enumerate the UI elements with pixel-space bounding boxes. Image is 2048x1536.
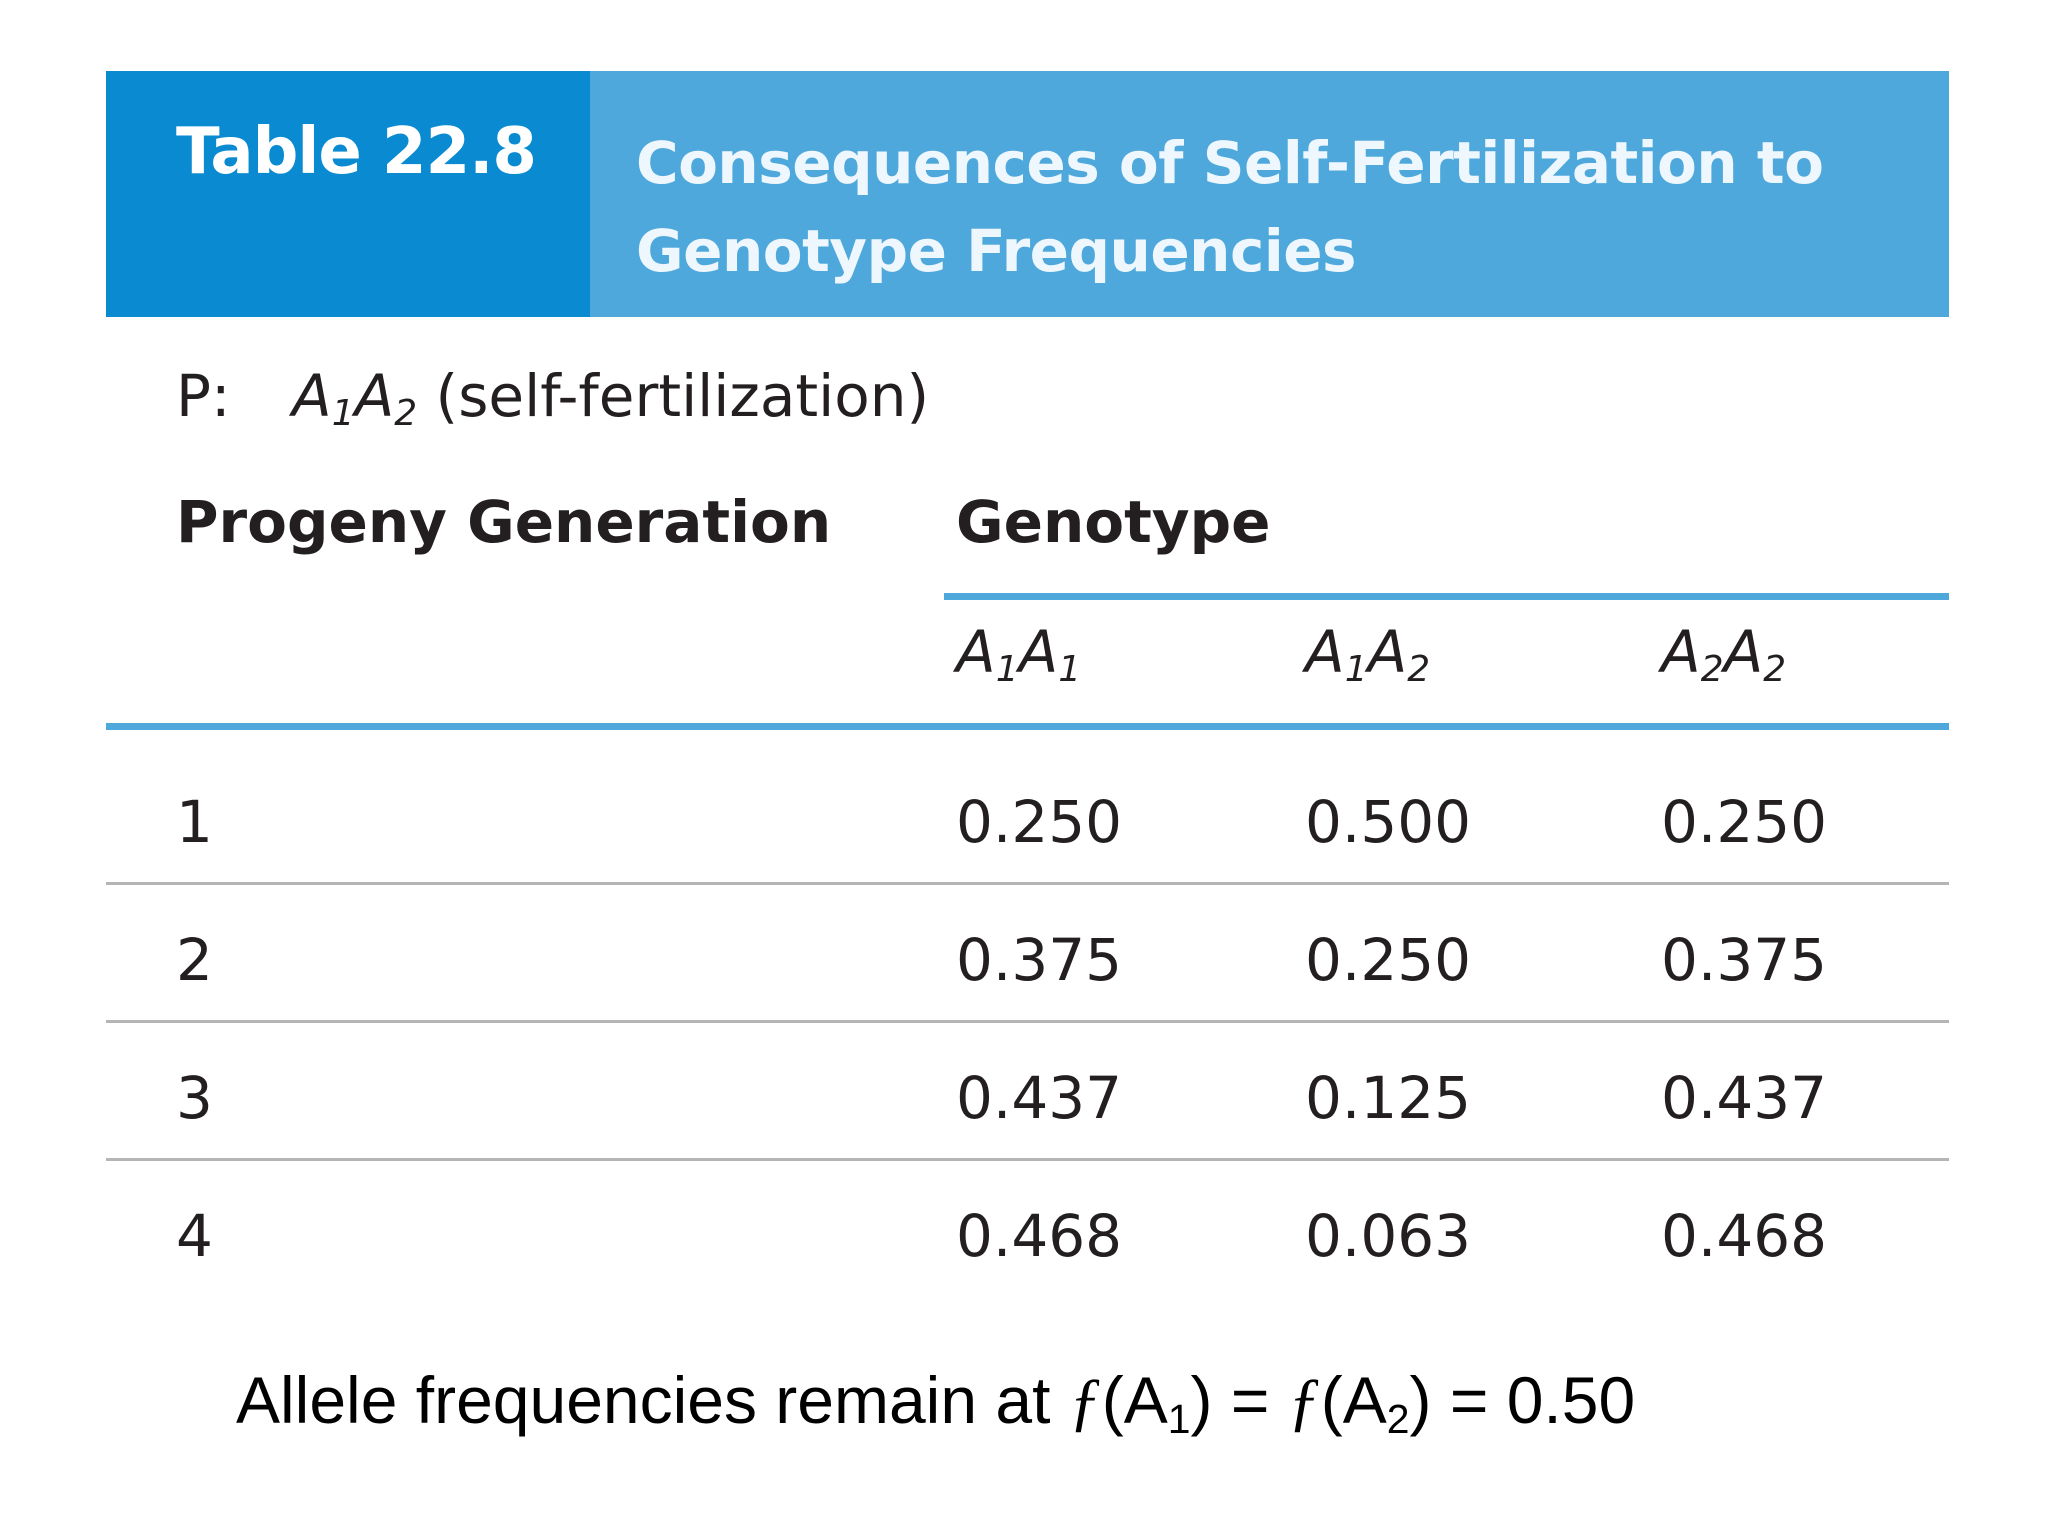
table-number: Table 22.8 bbox=[176, 115, 537, 189]
table-row: 2 0.375 0.250 0.375 bbox=[106, 882, 1949, 1020]
generation-cell: 3 bbox=[176, 1064, 213, 1132]
a1a2-cell: 0.250 bbox=[1305, 926, 1472, 994]
genotype-column-a2a2: A2A2 bbox=[1661, 618, 1787, 690]
row-divider bbox=[106, 882, 1949, 885]
a1a1-cell: 0.250 bbox=[956, 788, 1123, 856]
table-header-rule bbox=[106, 723, 1949, 730]
table-header-band: Table 22.8 Consequences of Self-Fertiliz… bbox=[106, 71, 1949, 317]
parental-genotype: A1A2 bbox=[292, 362, 418, 434]
table-row: 4 0.468 0.063 0.468 bbox=[106, 1158, 1949, 1296]
progeny-generation-header: Progeny Generation bbox=[176, 488, 832, 556]
genotype-column-a1a1: A1A1 bbox=[956, 618, 1082, 690]
a2a2-cell: 0.250 bbox=[1661, 788, 1828, 856]
generation-cell: 1 bbox=[176, 788, 213, 856]
a1a1-cell: 0.375 bbox=[956, 926, 1123, 994]
a2a2-cell: 0.468 bbox=[1661, 1202, 1828, 1270]
a1a2-cell: 0.500 bbox=[1305, 788, 1472, 856]
a1a2-cell: 0.063 bbox=[1305, 1202, 1472, 1270]
genotype-header-rule bbox=[944, 593, 1949, 600]
generation-cell: 2 bbox=[176, 926, 213, 994]
a1a1-cell: 0.437 bbox=[956, 1064, 1123, 1132]
genotype-column-a1a2: A1A2 bbox=[1305, 618, 1431, 690]
row-divider bbox=[106, 1158, 1949, 1161]
table-number-box: Table 22.8 bbox=[106, 71, 590, 317]
table-row: 1 0.250 0.500 0.250 bbox=[106, 744, 1949, 882]
parental-line: P: A1A2 (self-fertilization) bbox=[176, 362, 930, 434]
parental-note: (self-fertilization) bbox=[417, 362, 930, 430]
a2a2-cell: 0.437 bbox=[1661, 1064, 1828, 1132]
genotype-header: Genotype bbox=[956, 488, 1271, 556]
row-divider bbox=[106, 1020, 1949, 1023]
a1a1-cell: 0.468 bbox=[956, 1202, 1123, 1270]
generation-cell: 4 bbox=[176, 1202, 213, 1270]
table-title: Consequences of Self-Fertilization to Ge… bbox=[636, 129, 1824, 285]
a2a2-cell: 0.375 bbox=[1661, 926, 1828, 994]
allele-frequency-note: Allele frequencies remain at ƒ(A1) = ƒ(A… bbox=[236, 1363, 1636, 1443]
parental-label: P: bbox=[176, 362, 231, 430]
a1a2-cell: 0.125 bbox=[1305, 1064, 1472, 1132]
table-row: 3 0.437 0.125 0.437 bbox=[106, 1020, 1949, 1158]
